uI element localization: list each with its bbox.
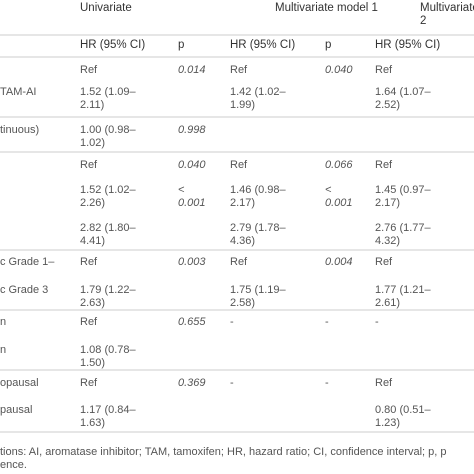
cell: -: [375, 316, 379, 328]
cell: Ref: [375, 377, 393, 389]
cell: 1.79 (1.22–: [80, 284, 137, 296]
group-header: Univariate: [80, 2, 132, 14]
row-label: pausal: [0, 404, 32, 416]
cell: 1.99): [230, 99, 255, 111]
cell: Ref: [80, 159, 98, 171]
cell: 1.52 (1.02–: [80, 184, 137, 196]
cell: 2.82 (1.80–: [80, 222, 137, 234]
group-header: Multivariate model: [420, 2, 474, 14]
row-label: c Grade 1–: [0, 256, 55, 268]
cell: 4.32): [375, 235, 400, 247]
cell: 2.11): [80, 99, 104, 111]
cell: Ref: [375, 159, 393, 171]
cell: 2.52): [375, 99, 400, 111]
cell: 4.36): [230, 235, 255, 247]
cell: 0.80 (0.51–: [375, 404, 432, 416]
cell: Ref: [80, 256, 98, 268]
column-header: HR (95% CI): [230, 39, 295, 51]
cell: 0.040: [325, 64, 353, 76]
cell: Ref: [375, 256, 393, 268]
cell: 1.45 (0.97–: [375, 184, 432, 196]
cell: 1.17 (0.84–: [80, 404, 137, 416]
cell: 1.50): [80, 357, 105, 369]
cell: 2.26): [80, 197, 105, 209]
cell: 2.61): [375, 297, 400, 309]
cell: 0.369: [178, 377, 206, 389]
cell: 0.004: [325, 256, 353, 268]
row-label: opausal: [0, 377, 39, 389]
cell: Ref: [80, 377, 98, 389]
cell: <: [325, 184, 332, 196]
cell: 2.17): [230, 197, 255, 209]
row-label: c Grade 3: [0, 284, 48, 296]
group-header: 2: [420, 15, 426, 27]
cell: Ref: [375, 64, 393, 76]
column-header: p: [325, 39, 331, 51]
footnote: tions: AI, aromatase inhibitor; TAM, tam…: [0, 446, 447, 458]
row-label: tinuous): [0, 124, 39, 136]
cell: 1.52 (1.09–: [80, 86, 137, 98]
cell: 2.58): [230, 297, 255, 309]
row-label: n: [0, 344, 6, 356]
cell: 2.79 (1.78–: [230, 222, 287, 234]
cell: 0.655: [178, 316, 206, 328]
cell: 0.003: [178, 256, 206, 268]
cell: 1.77 (1.21–: [375, 284, 432, 296]
cell: -: [325, 316, 329, 328]
cell: -: [325, 377, 329, 389]
cell: 1.00 (0.98–: [80, 124, 137, 136]
cell: 0.998: [178, 124, 206, 136]
cell: 1.64 (1.07–: [375, 86, 432, 98]
cell: 0.066: [325, 159, 353, 171]
cell: 1.02): [80, 137, 105, 149]
cell: -: [230, 316, 234, 328]
cell: 0.040: [178, 159, 206, 171]
cell: -: [230, 377, 234, 389]
cell: Ref: [230, 256, 248, 268]
cell: 1.63): [80, 417, 105, 429]
cell: 2.76 (1.77–: [375, 222, 432, 234]
cell: Ref: [230, 159, 248, 171]
cell: 1.46 (0.98–: [230, 184, 287, 196]
cell: 1.42 (1.02–: [230, 86, 287, 98]
column-header: HR (95% CI): [375, 39, 440, 51]
cell: 1.08 (0.78–: [80, 344, 137, 356]
cell: 1.75 (1.19–: [230, 284, 287, 296]
cell: 2.63): [80, 297, 105, 309]
cell: 0.001: [325, 197, 353, 209]
cell: <: [178, 184, 185, 196]
footnote: ence.: [0, 459, 27, 471]
cell: Ref: [80, 64, 98, 76]
cell: 0.014: [178, 64, 206, 76]
cell: Ref: [80, 316, 98, 328]
group-header: Multivariate model 1: [275, 2, 378, 14]
column-header: p: [178, 39, 184, 51]
cell: Ref: [230, 64, 248, 76]
cell: 0.001: [178, 197, 206, 209]
row-label: n: [0, 316, 6, 328]
cell: 4.41): [80, 235, 105, 247]
cell: 1.23): [375, 417, 400, 429]
row-label: TAM-AI: [0, 86, 36, 98]
cell: 2.17): [375, 197, 400, 209]
column-header: HR (95% CI): [80, 39, 145, 51]
